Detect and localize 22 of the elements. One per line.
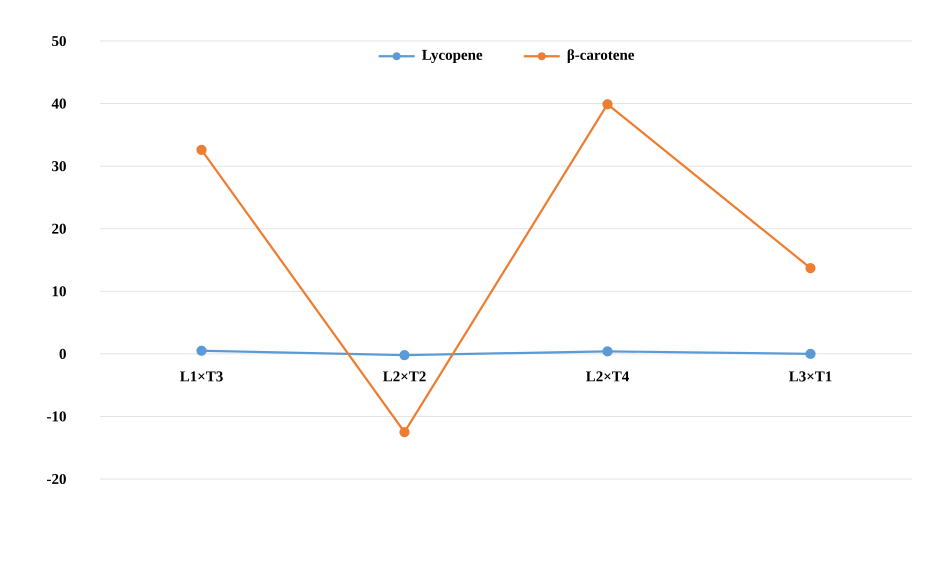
- y-tick-label: 40: [52, 98, 66, 109]
- point: [602, 99, 613, 110]
- y-tick-label: 50: [52, 36, 66, 46]
- y-tick-label: -20: [47, 474, 66, 484]
- point: [196, 346, 207, 356]
- x-tick-label: L2×T4: [586, 371, 630, 382]
- point: [399, 426, 410, 438]
- point: [805, 348, 816, 359]
- y-tick-label: -10: [47, 411, 66, 422]
- y-tick-label: 0: [60, 348, 66, 359]
- point: [602, 346, 613, 356]
- x-tick-label: L2×T2: [382, 371, 426, 382]
- y-tick-label: 10: [52, 286, 66, 296]
- legend-label: Lycopene: [422, 50, 482, 63]
- x-tick-label: L1×T3: [180, 371, 223, 382]
- legend-label: β-carotene: [568, 49, 634, 63]
- point: [399, 350, 410, 360]
- point: [805, 263, 816, 274]
- x-tick-label: L3×T1: [788, 371, 832, 382]
- point: [196, 144, 207, 155]
- y-tick-label: 30: [52, 161, 66, 172]
- y-tick-label: 20: [52, 224, 66, 234]
